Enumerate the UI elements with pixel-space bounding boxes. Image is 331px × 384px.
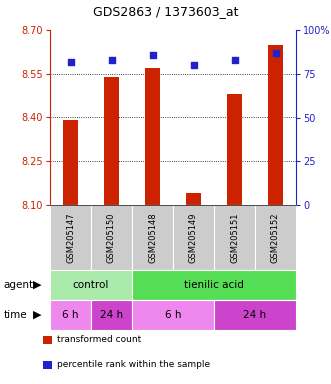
Text: GSM205152: GSM205152 (271, 212, 280, 263)
Point (68, 58, 73, 65)
Text: 6 h: 6 h (165, 310, 181, 320)
Text: GSM205148: GSM205148 (148, 212, 157, 263)
Bar (104, 77, 119, 205)
Text: ▶: ▶ (32, 310, 41, 320)
Text: GSM205151: GSM205151 (230, 212, 239, 263)
Text: 24 h: 24 h (243, 310, 266, 320)
Bar (227, 94, 242, 205)
Bar (186, 193, 201, 205)
Point (232, 57, 237, 63)
Point (191, 62, 196, 68)
Text: percentile rank within the sample: percentile rank within the sample (57, 361, 210, 369)
Text: ▶: ▶ (32, 280, 41, 290)
Text: GSM205150: GSM205150 (107, 212, 116, 263)
Text: GSM205149: GSM205149 (189, 212, 198, 263)
Point (150, 51, 155, 58)
Text: agent: agent (3, 280, 33, 290)
Text: 6 h: 6 h (62, 310, 79, 320)
Text: control: control (73, 280, 109, 290)
Text: tienilic acid: tienilic acid (184, 280, 244, 290)
Text: GSM205147: GSM205147 (66, 212, 75, 263)
Point (273, 50, 278, 56)
Text: GDS2863 / 1373603_at: GDS2863 / 1373603_at (93, 5, 238, 18)
Text: transformed count: transformed count (57, 336, 141, 344)
Point (109, 57, 114, 63)
Bar (145, 68, 160, 205)
Text: 24 h: 24 h (100, 310, 123, 320)
Bar (63, 121, 78, 205)
Text: time: time (3, 310, 27, 320)
Bar (268, 45, 283, 205)
